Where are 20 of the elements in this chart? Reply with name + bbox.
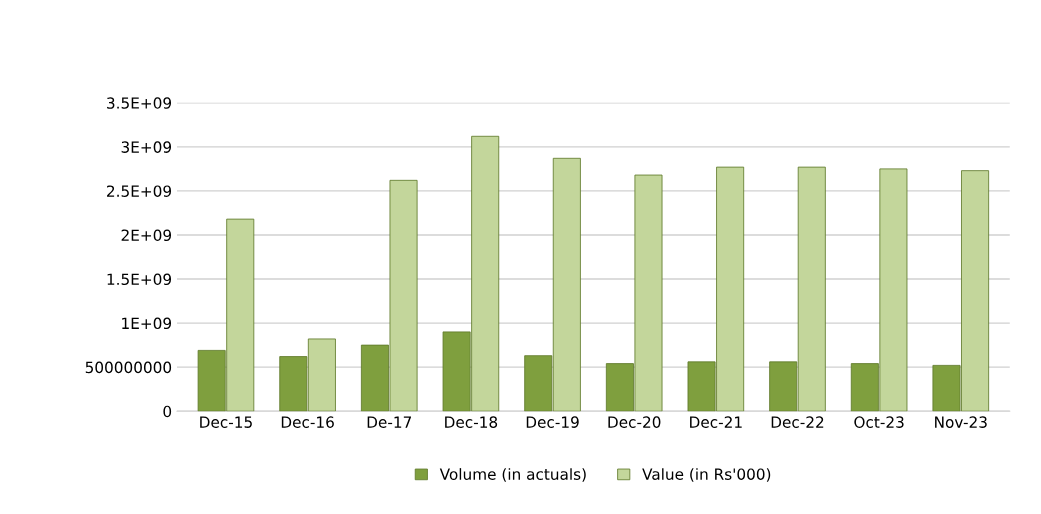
x-tick-label: De-17 (367, 416, 411, 428)
x-tick-label: Dec-15 (200, 416, 252, 428)
x-tick-label: Dec-18 (445, 416, 498, 428)
y-tick-label: 3.5E+09 (107, 97, 172, 109)
y-tick-label: 2E+09 (121, 229, 172, 241)
x-tick-label: Dec-20 (608, 416, 661, 428)
x-tick-label: Nov-23 (935, 416, 987, 428)
x-tick-label: Dec-16 (281, 416, 334, 428)
y-tick-label: 1.5E+09 (107, 273, 172, 286)
y-tick-label: 1E+09 (122, 317, 172, 330)
x-tick-label: Dec-21 (690, 416, 742, 428)
y-tick-label: 2.5E+09 (107, 185, 172, 197)
x-tick-label: Dec-19 (526, 416, 579, 428)
y-tick-label: 500000000 (85, 361, 172, 374)
x-tick-label: Dec-22 (771, 416, 824, 428)
y-tick-label: 3E+09 (121, 141, 172, 153)
legend-label: Volume (in actuals) (439, 468, 586, 482)
x-tick-label: Oct-23 (854, 416, 904, 428)
legend-label: Value (in Rs'000) (642, 468, 771, 482)
y-tick-label: 0 (163, 405, 172, 418)
